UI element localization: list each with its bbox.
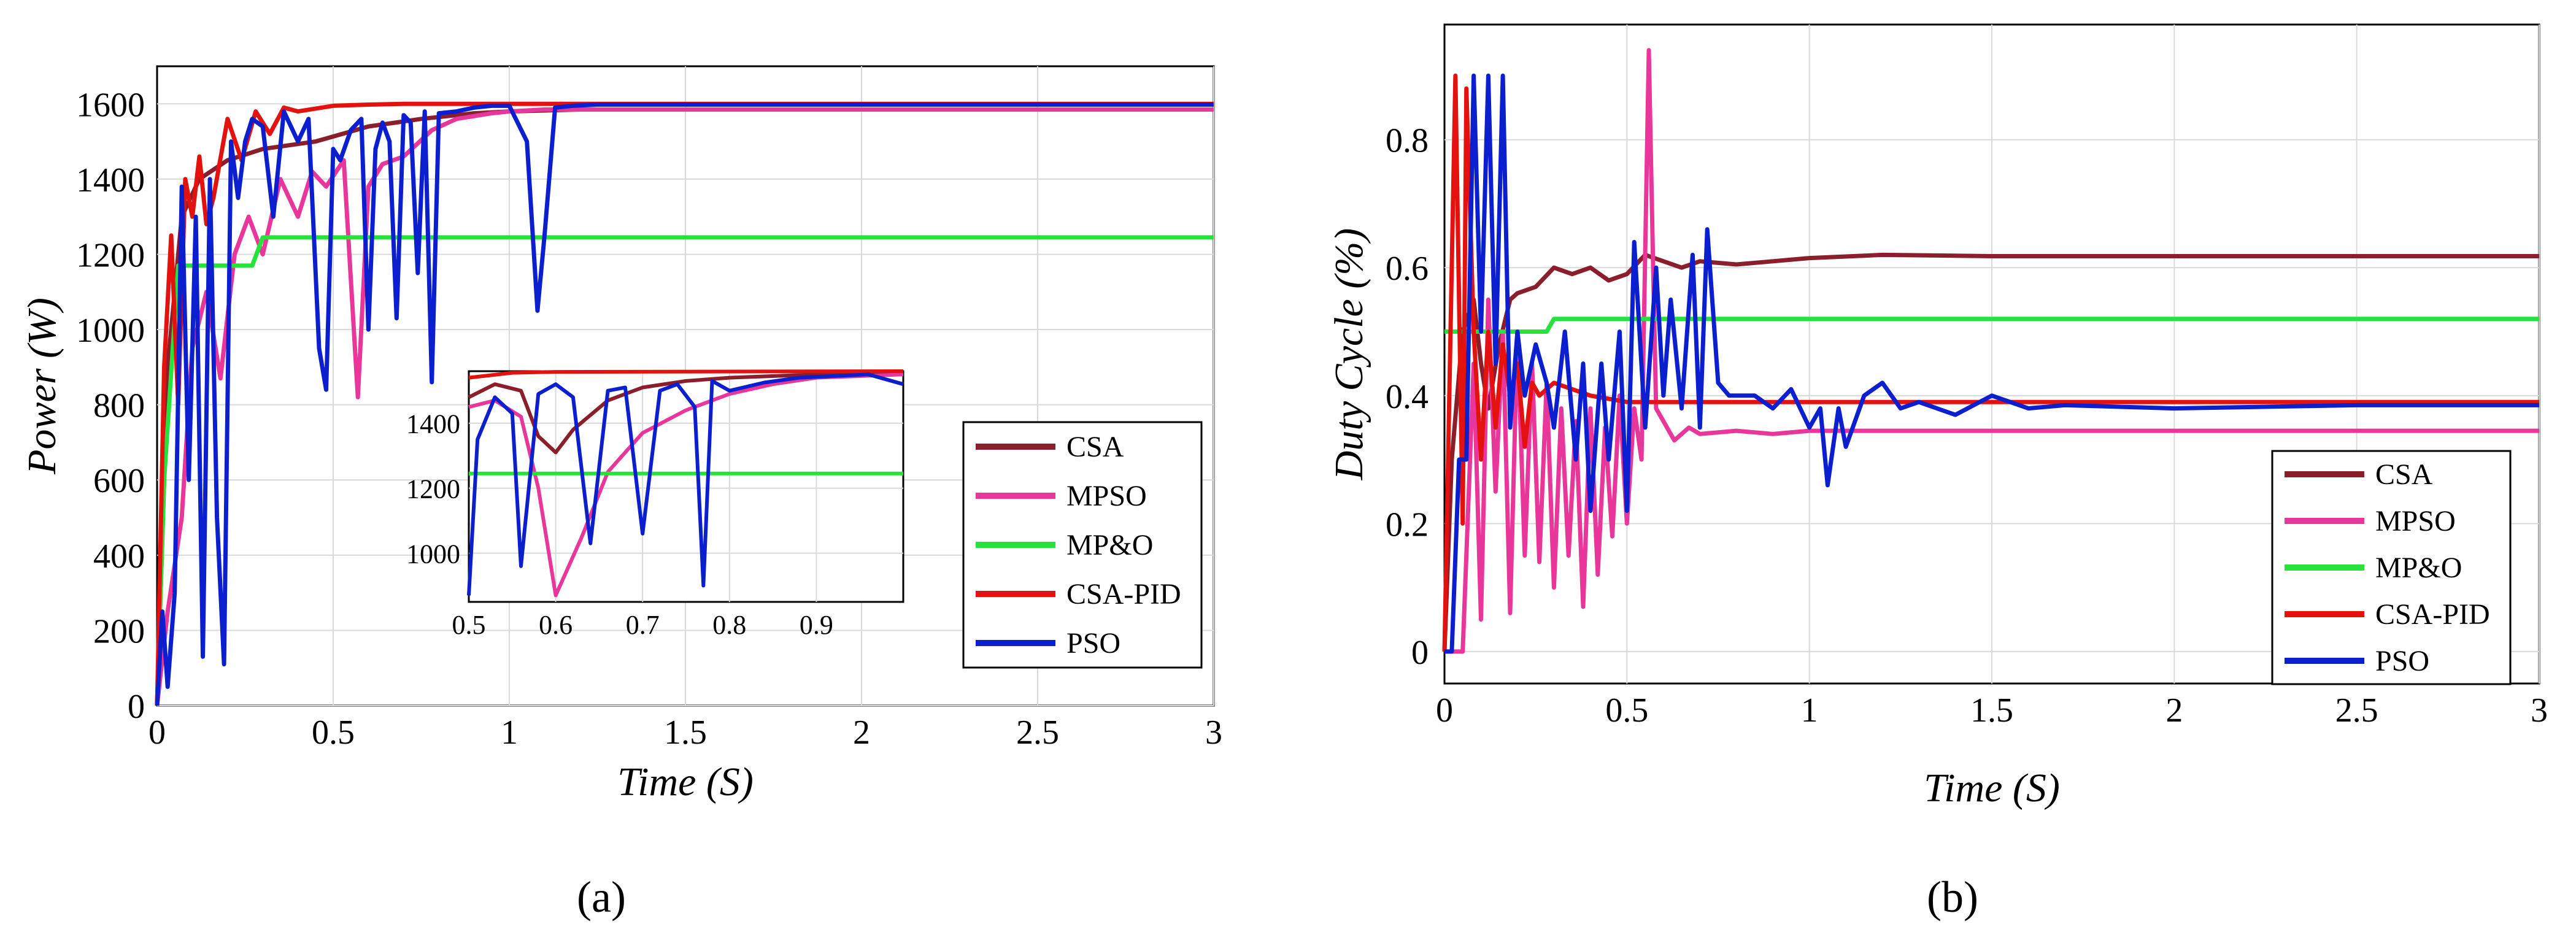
panel-a-xtick-label: 0 bbox=[148, 714, 166, 752]
panel-b-ytick-label: 0 bbox=[1411, 634, 1429, 672]
panel-b-xtick-label: 2 bbox=[2165, 691, 2183, 730]
panel-a-inset-series-csa bbox=[468, 371, 904, 455]
panel-b-xtick-label: 3 bbox=[2531, 691, 2548, 730]
panel-b-caption: (b) bbox=[1927, 872, 1978, 922]
panel-a-ytick-label: 200 bbox=[93, 612, 145, 650]
panel-b-xtick-label: 1 bbox=[1801, 691, 1818, 730]
panel-a-ytick-label: 1600 bbox=[76, 86, 145, 124]
panel-a-ytick-label: 800 bbox=[93, 387, 145, 425]
panel-b-series-pso bbox=[1444, 73, 2539, 654]
panel-b-series-csa-pid bbox=[1442, 73, 2539, 652]
panel-a-legend-label-mpso: MPSO bbox=[1066, 480, 1147, 512]
panel-b-legend-entries: CSA MPSO MP&O CSA-PID PSO bbox=[2285, 458, 2490, 677]
panel-a-xtick-label: 1.5 bbox=[664, 714, 707, 752]
panel-a-inset-xtick-label: 0.5 bbox=[452, 610, 486, 640]
panel-b-series bbox=[1442, 48, 2539, 654]
panel-a-series-mpando bbox=[155, 235, 1214, 706]
panel-b-legend-label-csa: CSA bbox=[2375, 458, 2433, 491]
panel-b-xtick-label: 1.5 bbox=[1970, 691, 2013, 730]
panel-a-inset-ytick-label: 1000 bbox=[406, 539, 460, 569]
panel-a-series-pso bbox=[155, 102, 1214, 706]
panel-b-ytick-label: 0.4 bbox=[1386, 378, 1429, 416]
panel-a-inset-series-pso bbox=[467, 372, 904, 596]
panel-b-legend: CSA MPSO MP&O CSA-PID PSO bbox=[2271, 450, 2512, 685]
panel-a-inset-xtick-label: 0.8 bbox=[712, 610, 746, 640]
panel-a-series bbox=[155, 101, 1214, 706]
panel-b: 0 0.5 1 1.5 2 2.5 300.20.40.60.8 CSAMPSOMP&OCS… bbox=[1327, 23, 2548, 922]
panel-a-xtick-label: 2 bbox=[853, 714, 870, 752]
panel-b-legend-label-mpando: MP&O bbox=[2375, 552, 2462, 584]
panel-a-xlabel: Time (S) bbox=[617, 760, 754, 804]
panel-b-xlabel: Time (S) bbox=[1924, 766, 2060, 811]
panel-b-grid bbox=[1444, 25, 2540, 684]
panel-a-ytick-label: 1200 bbox=[76, 236, 145, 274]
panel-a-inset-series bbox=[467, 369, 904, 598]
panel-b-series-mpso bbox=[1444, 48, 2539, 654]
panel-a-xtick-label: 2.5 bbox=[1016, 714, 1059, 752]
panel-a-inset-xtick-label: 0.7 bbox=[626, 610, 660, 640]
panel-a-ytick-label: 1400 bbox=[76, 161, 145, 199]
panel-b-xtick-label: 0.5 bbox=[1605, 691, 1648, 730]
panel-b-legend-label-csa-pid: CSA-PID bbox=[2375, 598, 2490, 631]
panel-a-inset: 0.5 0.6 0.7 0.8 0.9 1000 1200 1400 bbox=[406, 369, 904, 640]
panel-a-inset-series-csa-pid bbox=[468, 369, 904, 380]
panel-a-legend: CSA MPSO MP&O CSA-PID PSO bbox=[962, 421, 1203, 669]
panel-a-ticks: 0 0.5 1 1.5 2 2.5 3 0 200 400 600 800 1000 1200 1400 16… bbox=[76, 86, 1222, 752]
panel-a-inset-ticks: 0.5 0.6 0.7 0.8 0.9 1000 1200 1400 bbox=[406, 409, 833, 640]
panel-b-series-csa bbox=[1442, 252, 2539, 652]
panel-a-inset-area bbox=[468, 370, 904, 603]
panel-a-legend-label-csa-pid: CSA-PID bbox=[1066, 578, 1181, 610]
panel-a-ytick-label: 0 bbox=[128, 688, 145, 726]
panel-a-legend-label-csa: CSA bbox=[1066, 431, 1124, 463]
panel-a-legend-entries: CSA MPSO MP&O CSA-PID PSO bbox=[976, 431, 1181, 660]
panel-a-caption: (a) bbox=[577, 872, 626, 922]
panel-b-legend-label-mpso: MPSO bbox=[2375, 505, 2456, 537]
panel-b-ytick-label: 0.2 bbox=[1386, 506, 1429, 544]
panel-b-xtick-label: 2.5 bbox=[2335, 691, 2378, 730]
panel-b-ytick-label: 0.8 bbox=[1386, 122, 1429, 160]
panel-a-xtick-label: 0.5 bbox=[312, 714, 355, 752]
panel-a-ylabel: Power (W) bbox=[20, 298, 64, 475]
panel-a-inset-xtick-label: 0.6 bbox=[539, 610, 573, 640]
panel-a-series-mpso bbox=[155, 107, 1214, 706]
panel-a-legend-label-pso: PSO bbox=[1066, 627, 1120, 660]
panel-a-xtick-label: 3 bbox=[1205, 714, 1222, 752]
panel-b-ylabel: Duty Cycle (%) bbox=[1327, 228, 1371, 480]
panel-b-legend-label-pso: PSO bbox=[2375, 645, 2429, 677]
panel-b-ticks: 0 0.5 1 1.5 2 2.5 3 0 0.2 0.4 0.6 0.8 bbox=[1386, 122, 2548, 730]
panel-a-xtick-label: 1 bbox=[501, 714, 518, 752]
panel-b-xtick-label: 0 bbox=[1436, 691, 1453, 730]
panel-a-inset-ytick-label: 1200 bbox=[406, 474, 460, 504]
panel-a-legend-label-mpando: MP&O bbox=[1066, 529, 1153, 561]
panel-a-ytick-label: 400 bbox=[93, 537, 145, 576]
panel-a-ytick-label: 1000 bbox=[76, 312, 145, 350]
panel-a: 0 0.5 1 1.5 2 2.5 3 0 200 400 600 800 1000 1200 1400 16… bbox=[20, 65, 1222, 922]
panel-a-ytick-label: 600 bbox=[93, 462, 145, 500]
panel-a-inset-ytick-label: 1400 bbox=[406, 409, 460, 439]
panel-a-inset-xtick-label: 0.9 bbox=[800, 610, 833, 640]
panel-b-ytick-label: 0.6 bbox=[1386, 250, 1429, 288]
panel-a-inset-grid bbox=[469, 371, 903, 602]
